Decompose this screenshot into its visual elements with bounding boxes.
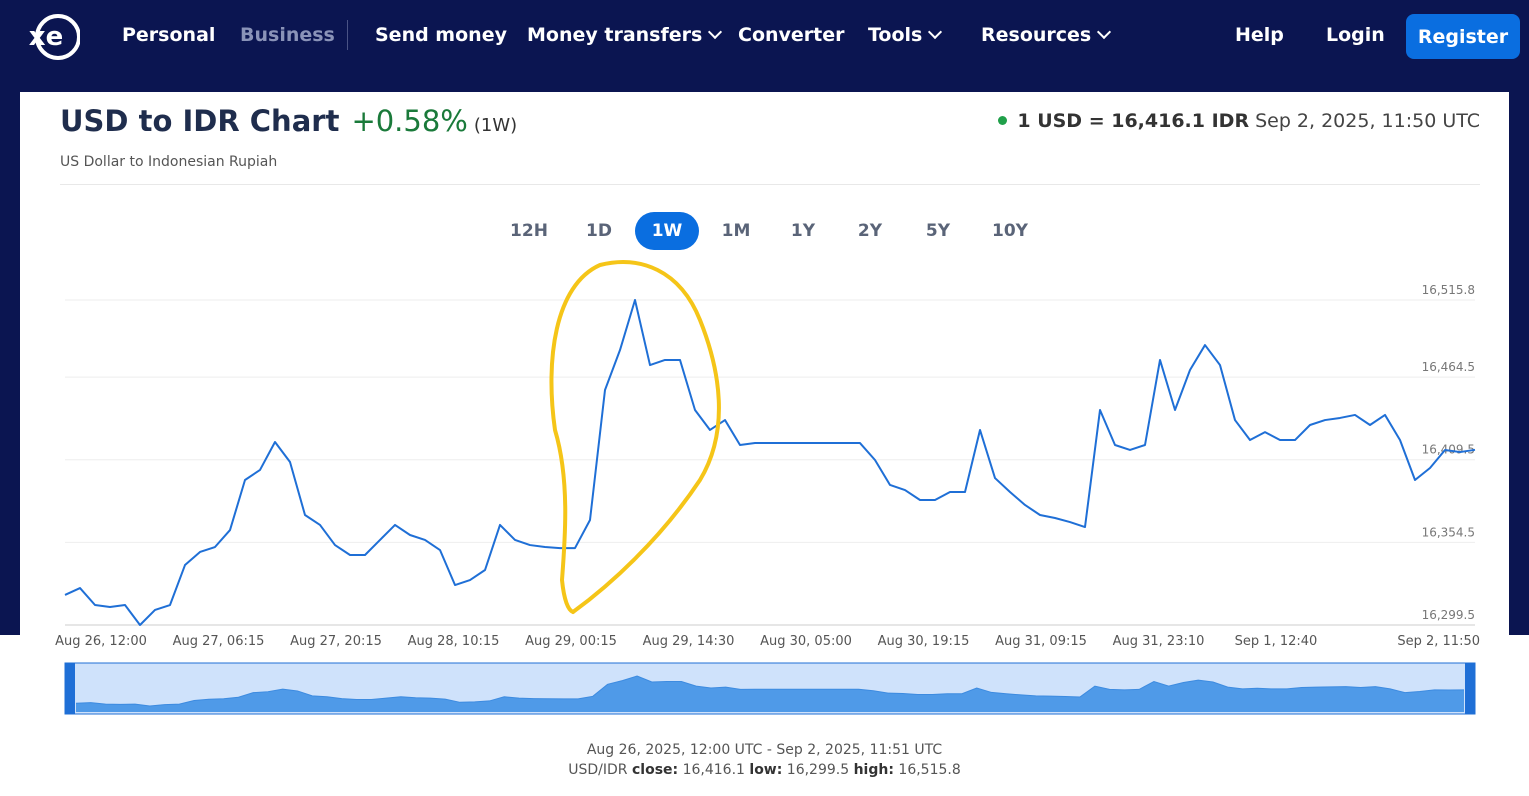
nav-link-text: Resources	[981, 24, 1092, 46]
y-tick-label: 16,299.5	[1422, 608, 1475, 622]
x-tick-label: Aug 26, 12:00	[55, 634, 147, 649]
title: USD to IDR Chart	[60, 104, 340, 138]
nav-link[interactable]: Tools	[868, 24, 943, 46]
high-label: high:	[853, 762, 894, 778]
register-button[interactable]: Register	[1406, 14, 1520, 59]
rate: 1 USD = 16,416.1 IDR Sep 2, 2025, 11:50 U…	[998, 110, 1480, 132]
logo[interactable]: xe	[18, 12, 80, 62]
nav-link[interactable]: Personal	[122, 24, 216, 46]
nav-link[interactable]: Help	[1235, 24, 1284, 46]
range-tab[interactable]: 10Y	[992, 221, 1028, 241]
range-tab[interactable]: 1D	[586, 221, 612, 241]
nav-link[interactable]: Resources	[981, 24, 1112, 46]
x-tick-label: Aug 30, 19:15	[878, 634, 970, 649]
rate-value: 1 USD = 16,416.1 IDR	[1017, 110, 1250, 132]
nav-link-text: Tools	[868, 24, 923, 46]
y-tick-label: 16,464.5	[1422, 360, 1475, 374]
x-tick-label: Aug 27, 06:15	[173, 634, 265, 649]
header-title: USD to IDR Chart +0.58% (1W)	[60, 104, 517, 138]
nav-link[interactable]: Money transfers	[527, 24, 723, 46]
nav-link[interactable]: Converter	[738, 24, 845, 46]
chart: 16,299.516,354.516,409.516,464.516,515.8…	[55, 260, 1480, 715]
nav-link[interactable]: Login	[1326, 24, 1385, 46]
x-tick-label: Sep 1, 12:40	[1235, 634, 1318, 649]
timestamp: Sep 2, 2025, 11:50 UTC	[1255, 110, 1480, 132]
price-line	[64, 299, 1476, 626]
subtitle: US Dollar to Indonesian Rupiah	[60, 154, 278, 170]
stats: USD/IDR close: 16,416.1 low: 16,299.5 hi…	[0, 760, 1529, 780]
x-tick-label: Aug 28, 10:15	[408, 634, 500, 649]
x-tick-label: Aug 31, 23:10	[1113, 634, 1205, 649]
x-tick-label: Aug 27, 20:15	[290, 634, 382, 649]
navigator-line	[75, 675, 1465, 707]
y-tick-label: 16,354.5	[1422, 525, 1475, 539]
date-range: Aug 26, 2025, 12:00 UTC - Sep 2, 2025, 1…	[586, 742, 943, 758]
range-tab[interactable]: 1W	[635, 212, 699, 250]
nav-link[interactable]: Send money	[375, 24, 507, 46]
nav-link[interactable]: Business	[240, 24, 335, 46]
navigator-handle[interactable]	[1465, 663, 1475, 714]
logo-text: xe	[29, 22, 63, 52]
footer: Aug 26, 2025, 12:00 UTC - Sep 2, 2025, 1…	[0, 740, 1529, 780]
x-tick-label: Sep 2, 11:50	[1397, 634, 1480, 649]
annotation-circle	[549, 260, 721, 614]
low: 16,299.5	[786, 762, 850, 778]
x-tick-label: Aug 30, 05:00	[760, 634, 852, 649]
period: (1W)	[473, 115, 518, 136]
nav-link-text: Money transfers	[527, 24, 703, 46]
navigator-area	[76, 676, 1464, 712]
pair: USD/IDR	[568, 762, 628, 778]
x-tick-label: Aug 31, 09:15	[995, 634, 1087, 649]
range-tab[interactable]: 12H	[510, 221, 548, 241]
low-label: low:	[749, 762, 783, 778]
close: 16,416.1	[682, 762, 745, 778]
close-label: close:	[631, 762, 679, 778]
navigator-handle[interactable]	[65, 663, 75, 714]
x-tick-label: Aug 29, 14:30	[643, 634, 735, 649]
high: 16,515.8	[898, 762, 961, 778]
y-tick-label: 16,515.8	[1422, 283, 1475, 297]
range-tab[interactable]: 5Y	[925, 221, 951, 241]
divider	[60, 184, 1480, 185]
x-tick-label: Aug 29, 00:15	[525, 634, 617, 649]
nav-bar: xe Personal Business Send money Money tr…	[0, 0, 1529, 75]
range-tab[interactable]: 1M	[721, 221, 751, 241]
nav-separator	[347, 20, 348, 50]
range-tab[interactable]: 1Y	[790, 221, 816, 241]
change: +0.58%	[351, 104, 468, 138]
range-tab[interactable]: 2Y	[857, 221, 883, 241]
range-tabs: 12H 1D 1W 1M 1Y 2Y 5Y 10Y	[0, 212, 1529, 250]
